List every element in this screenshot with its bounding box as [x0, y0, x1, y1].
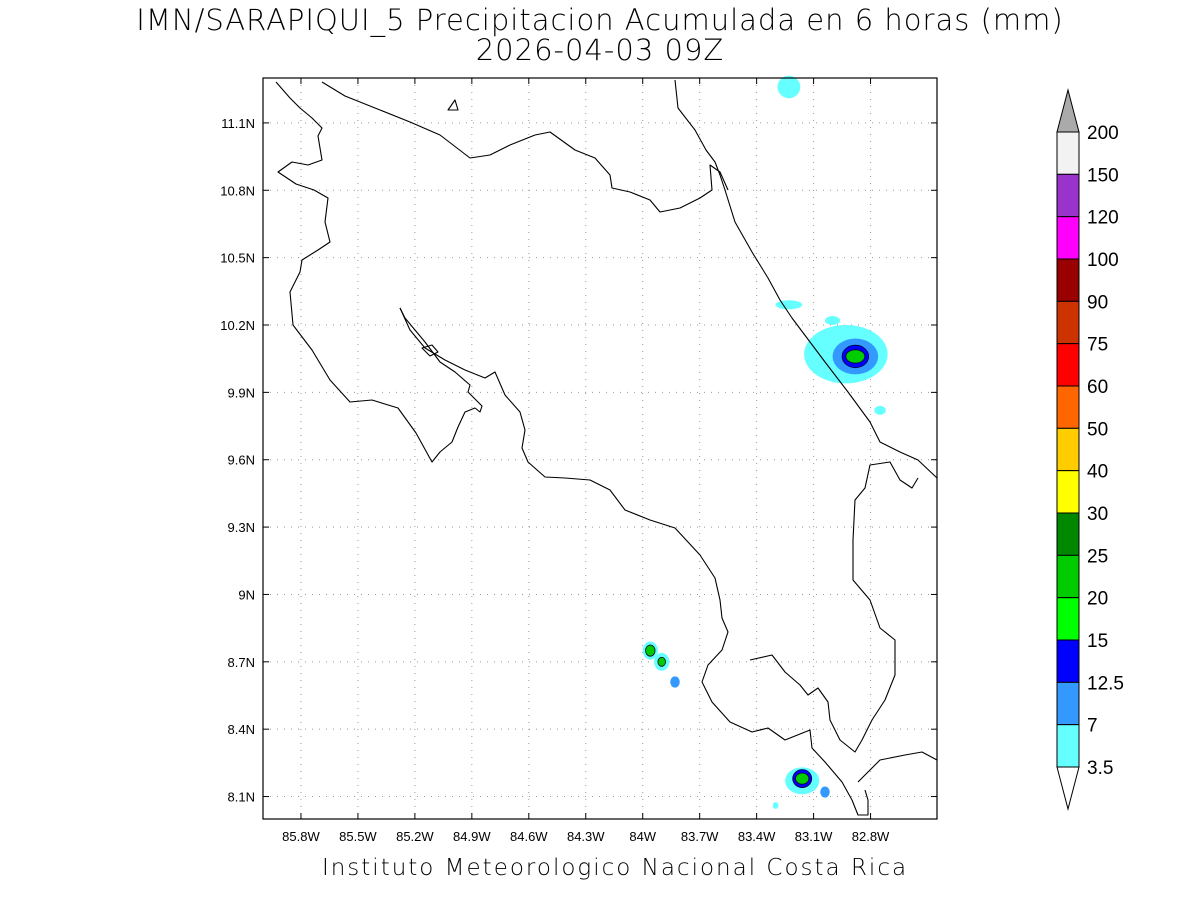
- colorbar-level-label: 60: [1087, 377, 1108, 398]
- colorbar-segment: [1056, 131, 1080, 175]
- precip-cell: [670, 676, 680, 688]
- colorbar-level-label: 40: [1087, 462, 1108, 483]
- colorbar-level-label: 100: [1087, 250, 1119, 271]
- osa-peninsula-gulf: [749, 461, 919, 753]
- precip-cell: [775, 300, 803, 310]
- colorbar-segment: [1056, 343, 1080, 387]
- southern-border: [857, 751, 938, 783]
- colorbar-segment: [1056, 173, 1080, 218]
- colorbar-segment: [1056, 216, 1080, 260]
- map-title: IMN/SARAPIQUI_5 Precipitacion Acumulada …: [136, 3, 1064, 37]
- lat-tick-label: 9.9N: [228, 385, 255, 400]
- gulf-of-nicoya-island: [421, 344, 439, 357]
- map-gridlines: [263, 78, 937, 819]
- map-frame: [262, 77, 938, 820]
- lat-tick-label: 10.2N: [220, 318, 255, 333]
- axis-ticks: 85.8W 85.5W 85.2W 84.9W 84.6W 84.3W 84W 83.7W 83…: [220, 78, 937, 844]
- precip-cell: [795, 772, 810, 785]
- lon-tick-label: 83.7W: [681, 829, 719, 844]
- lat-tick-label: 9.3N: [228, 520, 255, 535]
- colorbar-level-label: 50: [1087, 419, 1108, 440]
- precip-cell: [777, 75, 801, 99]
- lat-tick-label: 9N: [238, 587, 255, 602]
- colorbar-level-label: 25: [1087, 546, 1108, 567]
- colorbar-segment: [1056, 300, 1080, 345]
- colorbar-over-arrow: [1056, 88, 1080, 133]
- precip-cell: [645, 644, 656, 657]
- lon-tick-label: 85.8W: [282, 829, 320, 844]
- colorbar-under-arrow: [1056, 766, 1080, 811]
- pacific-coast-central: [399, 307, 869, 816]
- footer-credit: Instituto Meteorologico Nacional Costa R…: [321, 855, 909, 881]
- precip-cell: [772, 802, 779, 809]
- lon-tick-label: 83.1W: [795, 829, 833, 844]
- lat-tick-label: 8.1N: [228, 790, 255, 805]
- lat-tick-label: 8.4N: [228, 722, 255, 737]
- lon-tick-label: 83.4W: [738, 829, 776, 844]
- lon-tick-label: 85.5W: [339, 829, 377, 844]
- colorbar-segment: [1056, 512, 1080, 556]
- colorbar-level-label: 15: [1087, 631, 1108, 652]
- colorbar-level-label: 12.5: [1087, 673, 1124, 694]
- lon-tick-label: 85.2W: [396, 829, 434, 844]
- precipitation-fields: [642, 75, 888, 809]
- colorbar-level-label: 150: [1087, 165, 1119, 186]
- map-valid-time: 2026-04-03 09Z: [475, 33, 725, 67]
- precip-cell: [820, 786, 830, 798]
- colorbar-level-label: 30: [1087, 504, 1108, 525]
- lon-tick-label: 84.9W: [453, 829, 491, 844]
- colorbar-level-label: 75: [1087, 335, 1108, 356]
- colorbar-level-label: 200: [1087, 123, 1119, 144]
- colorbar-segment: [1056, 427, 1080, 472]
- colorbar-segment: [1056, 258, 1080, 302]
- precip-cell: [824, 316, 841, 325]
- colorbar-segment: [1056, 597, 1080, 641]
- colorbar-segment: [1056, 554, 1080, 599]
- lat-tick-label: 8.7N: [228, 655, 255, 670]
- colorbar-segment: [1056, 681, 1080, 726]
- precip-cell: [845, 349, 866, 364]
- colorbar-segment: [1056, 385, 1080, 429]
- lon-tick-label: 84W: [629, 829, 656, 844]
- colorbar-segment: [1056, 724, 1080, 768]
- lat-tick-label: 9.6N: [228, 453, 255, 468]
- colorbar-level-label: 120: [1087, 208, 1119, 229]
- colorbar-level-label: 20: [1087, 589, 1108, 610]
- colorbar-level-label: 3.5: [1087, 758, 1113, 779]
- colorbar-level-label: 90: [1087, 292, 1108, 313]
- precip-cell: [657, 656, 666, 667]
- precip-cell: [874, 405, 886, 415]
- lat-tick-label: 11.1N: [221, 116, 255, 131]
- lake-island: [447, 99, 459, 111]
- lat-tick-label: 10.5N: [220, 251, 255, 266]
- lon-tick-label: 82.8W: [852, 829, 890, 844]
- lon-tick-label: 84.6W: [510, 829, 548, 844]
- precipitation-colorbar: 3.5 7 12.5 15 20 25 30 40 50 60 75 90 100 120 150 200: [1056, 88, 1124, 811]
- colorbar-level-label: 7: [1087, 716, 1098, 737]
- lat-tick-label: 10.8N: [220, 183, 255, 198]
- nicaragua-border: [275, 81, 483, 463]
- lon-tick-label: 84.3W: [567, 829, 605, 844]
- colorbar-segment: [1056, 470, 1080, 514]
- colorbar-segment: [1056, 639, 1080, 683]
- coastlines-borders: [275, 79, 938, 816]
- northern-border: [321, 81, 729, 213]
- caribbean-coast: [674, 79, 938, 479]
